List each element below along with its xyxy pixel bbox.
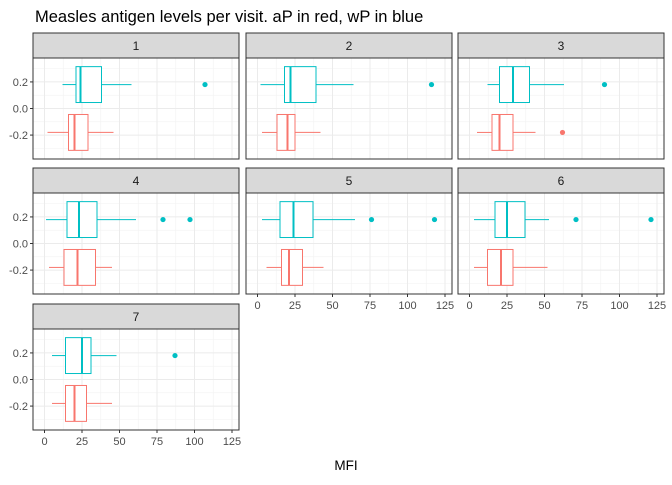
facet-panel-5: 50 25 50 75 100 125 [245,167,454,312]
box-iqr [276,113,296,151]
box-iqr [279,201,314,239]
box-iqr [494,201,526,239]
x-axis-label: MFI [334,458,357,473]
panel-border [245,57,453,160]
box-aP [47,113,114,151]
x-tick-label: 100 [185,436,203,448]
box-wP [62,66,208,104]
facet-strip-label: 5 [346,174,353,188]
x-tick-label: 0 [254,300,260,312]
x-tick-label: 0 [41,436,47,448]
outlier-point [368,216,375,223]
facet-panel-1: 1 -0.2 0.0 0.2 [9,32,240,160]
box-aP [262,113,321,151]
box-iqr [499,66,530,104]
facet-strip [245,167,453,194]
box-aP [49,248,112,286]
facet-strip-label: 7 [133,310,140,324]
facet-strip-label: 2 [346,39,353,53]
box-wP [474,201,654,239]
box-aP [266,248,324,286]
outlier-point [428,81,435,88]
box-aP [52,384,112,422]
y-tick-label: -0.2 [9,401,28,413]
facet-strip [32,32,240,59]
facet-panel-4: 4 -0.2 0.0 0.2 [9,167,240,295]
outlier-point [559,129,566,136]
box-aP [474,248,548,286]
x-tick-label: 50 [538,300,550,312]
x-tick-label: 75 [364,300,376,312]
facet-panel-7: 7 -0.2 0.0 0.2 0 25 50 75 100 125 [9,303,241,448]
y-tick-label: -0.2 [9,130,28,142]
y-tick-label: 0.2 [13,77,28,89]
box-wP [46,201,193,239]
box-iqr [63,248,96,286]
x-tick-label: 125 [648,300,666,312]
outlier-point [431,216,438,223]
box-wP [487,66,608,104]
outlier-point [202,81,208,88]
box-iqr [281,248,303,286]
outlier-point [573,216,579,223]
chart-title: Measles antigen levels per visit. aP in … [35,8,423,26]
x-tick-label: 75 [576,300,588,312]
x-tick-label: 75 [151,436,163,448]
y-tick-label: 0.2 [13,348,28,360]
x-tick-label: 100 [610,300,628,312]
box-iqr [66,201,98,239]
facet-strip [32,303,240,330]
facet-strip-label: 4 [133,174,140,188]
x-tick-label: 25 [76,436,88,448]
y-tick-label: -0.2 [9,265,28,277]
y-tick-label: 0.0 [13,375,28,387]
x-tick-label: 50 [113,436,125,448]
panel-border [457,57,665,160]
panel-border [457,192,665,295]
x-tick-label: 25 [289,300,301,312]
x-tick-label: 125 [223,436,241,448]
box-iqr [68,113,89,151]
facet-strip-label: 1 [133,39,140,53]
outlier-point [172,352,178,359]
y-tick-label: 0.0 [13,239,28,251]
x-tick-label: 125 [436,300,454,312]
facet-strip [457,32,665,59]
outlier-point [187,216,193,223]
x-tick-label: 0 [466,300,472,312]
x-tick-label: 100 [398,300,416,312]
y-tick-label: 0.0 [13,104,28,116]
x-tick-label: 50 [326,300,338,312]
outlier-point [160,216,166,223]
facet-strip [245,32,453,59]
facet-panel-3: 3 [457,32,665,160]
box-iqr [491,113,514,151]
x-tick-label: 25 [501,300,513,312]
facet-panel-2: 2 [245,32,453,160]
panels-layer: 1-0.20.00.22 34-0.20.00.250 25 50 75 100 12560… [9,32,666,448]
outlier-point [648,216,654,223]
box-aP [477,113,566,151]
box-wP [52,337,178,375]
box-iqr [65,384,87,422]
panel-border [245,192,453,295]
facet-strip-label: 3 [558,39,565,53]
box-wP [262,201,438,239]
facet-panel-6: 6 0 25 50 75 100 125 [457,167,666,312]
facet-strip [457,167,665,194]
outlier-point [601,81,608,88]
box-wP [260,66,435,104]
facet-strip-label: 6 [558,174,565,188]
box-iqr [65,337,92,375]
y-tick-label: 0.2 [13,212,28,224]
box-iqr [284,66,317,104]
